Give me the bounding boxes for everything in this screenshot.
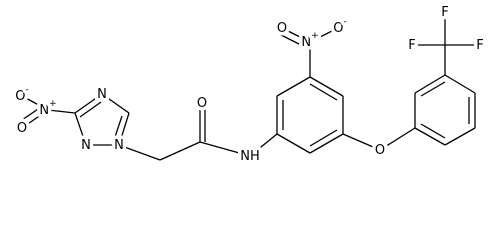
atom-label: O — [277, 21, 287, 36]
atom-label: O- — [15, 85, 28, 104]
atom-label: N+ — [301, 31, 318, 50]
atom-label: N — [97, 87, 107, 102]
atom-labels: O- N+ O N N N O NH N+ O- O O F F F — [12, 1, 487, 167]
atom-label: N — [114, 138, 124, 153]
atom-label: F — [476, 38, 483, 53]
atom-label: N+ — [39, 99, 56, 118]
atom-label: O — [197, 96, 207, 111]
atom-label: O — [17, 121, 27, 136]
atom-label: O — [375, 143, 385, 158]
atom-label: N — [81, 138, 91, 153]
atom-label: NH — [240, 149, 260, 164]
atom-label: F — [441, 5, 448, 20]
bonds — [18, 12, 478, 161]
atom-label: O- — [333, 17, 346, 36]
atom-label: F — [408, 38, 415, 53]
molecule-diagram: O- N+ O N N N O NH N+ O- O O F F F — [12, 1, 487, 167]
